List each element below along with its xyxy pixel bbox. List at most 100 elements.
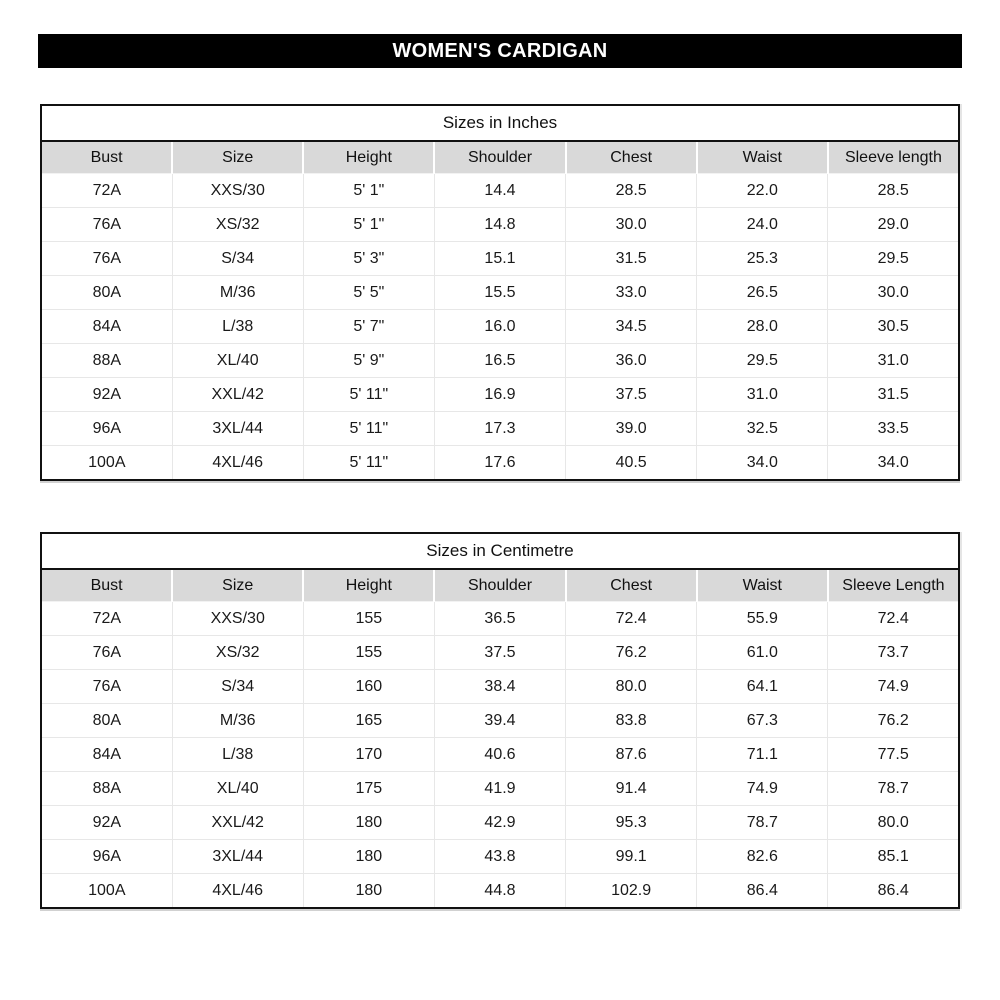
- table-cell: 100A: [41, 445, 173, 480]
- table-row: 96A 3XL/44 180 43.8 99.1 82.6 85.1: [41, 839, 959, 874]
- table-cell: S/34: [171, 669, 304, 704]
- table-cell: 80A: [41, 275, 173, 310]
- table-cell: 38.4: [433, 669, 566, 704]
- column-header-sleeve-length: Sleeve length: [826, 141, 959, 174]
- table-cell: 31.5: [565, 241, 697, 276]
- table-cell: 29.5: [827, 241, 959, 276]
- table-cell: 28.5: [827, 173, 959, 208]
- table-cell: XXS/30: [171, 173, 304, 208]
- table-cell: 61.0: [696, 635, 828, 670]
- table-cell: 4XL/46: [171, 873, 304, 908]
- table-cell: 17.6: [433, 445, 566, 480]
- table-cell: 55.9: [696, 601, 828, 636]
- table-cell: 5' 1": [302, 173, 435, 208]
- table-row: 80A M/36 165 39.4 83.8 67.3 76.2: [41, 703, 959, 738]
- table-cell: 16.5: [433, 343, 566, 378]
- column-header-size: Size: [171, 569, 304, 602]
- table-cell: 39.0: [565, 411, 697, 446]
- column-header-chest: Chest: [564, 141, 697, 174]
- table-cell: 31.0: [696, 377, 828, 412]
- table-row: 100A 4XL/46 180 44.8 102.9 86.4 86.4: [41, 873, 959, 908]
- table-cell: XS/32: [171, 635, 304, 670]
- table-cell: XS/32: [171, 207, 304, 242]
- table-cell: 84A: [41, 737, 173, 772]
- table-cell: 87.6: [565, 737, 697, 772]
- table-cell: 30.0: [827, 275, 959, 310]
- table-cell: 80.0: [827, 805, 959, 840]
- table-cell: 155: [302, 635, 435, 670]
- table-cell: 78.7: [696, 805, 828, 840]
- table-cell: 5' 11": [302, 411, 435, 446]
- table-row: 72A XXS/30 155 36.5 72.4 55.9 72.4: [41, 601, 959, 636]
- table-cell: 76.2: [565, 635, 697, 670]
- table-cell: 72.4: [827, 601, 959, 636]
- table-row: 88A XL/40 175 41.9 91.4 74.9 78.7: [41, 771, 959, 806]
- table-row: 76A S/34 160 38.4 80.0 64.1 74.9: [41, 669, 959, 704]
- table-cell: 67.3: [696, 703, 828, 738]
- table-cell: 78.7: [827, 771, 959, 806]
- table-row: 88A XL/40 5' 9" 16.5 36.0 29.5 31.0: [41, 343, 959, 378]
- table-cell: 74.9: [696, 771, 828, 806]
- table-cell: XXL/42: [171, 377, 304, 412]
- table-cell: 4XL/46: [171, 445, 304, 480]
- table-cell: 14.8: [433, 207, 566, 242]
- table-cell: 83.8: [565, 703, 697, 738]
- table-cell: 160: [302, 669, 435, 704]
- table-header-row: Bust Size Height Shoulder Chest Waist Sleeve l…: [41, 141, 959, 174]
- table-title-row: Sizes in Inches: [41, 105, 959, 142]
- table-cell: 76A: [41, 241, 173, 276]
- table-cell: 76A: [41, 669, 173, 704]
- table-cell: 95.3: [565, 805, 697, 840]
- table-cell: 15.5: [433, 275, 566, 310]
- table-title: Sizes in Centimetre: [41, 533, 959, 570]
- column-header-height: Height: [302, 141, 435, 174]
- table-cell: 74.9: [827, 669, 959, 704]
- table-row: 84A L/38 5' 7" 16.0 34.5 28.0 30.5: [41, 309, 959, 344]
- table-cell: 88A: [41, 771, 173, 806]
- table-row: 76A XS/32 5' 1" 14.8 30.0 24.0 29.0: [41, 207, 959, 242]
- table-cell: 24.0: [696, 207, 828, 242]
- column-header-chest: Chest: [564, 569, 697, 602]
- column-header-bust: Bust: [41, 569, 173, 602]
- table-cell: 29.0: [827, 207, 959, 242]
- table-cell: M/36: [171, 703, 304, 738]
- table-cell: 34.0: [696, 445, 828, 480]
- table-cell: 180: [302, 873, 435, 908]
- table-cell: 34.0: [827, 445, 959, 480]
- table-cell: 5' 7": [302, 309, 435, 344]
- table-cell: 5' 11": [302, 377, 435, 412]
- table-cell: 84A: [41, 309, 173, 344]
- table-cell: 22.0: [696, 173, 828, 208]
- table-cell: 72.4: [565, 601, 697, 636]
- table-cell: 76A: [41, 635, 173, 670]
- table-cell: 72A: [41, 173, 173, 208]
- table-cell: 170: [302, 737, 435, 772]
- table-cell: 100A: [41, 873, 173, 908]
- table-cell: 73.7: [827, 635, 959, 670]
- column-header-size: Size: [171, 141, 304, 174]
- table-cell: 165: [302, 703, 435, 738]
- table-cell: 32.5: [696, 411, 828, 446]
- table-cell: 5' 9": [302, 343, 435, 378]
- table-cell: 34.5: [565, 309, 697, 344]
- table-cell: 86.4: [827, 873, 959, 908]
- table-cell: 40.6: [433, 737, 566, 772]
- table-cell: 36.5: [433, 601, 566, 636]
- table-cell: 92A: [41, 805, 173, 840]
- table-cell: 33.0: [565, 275, 697, 310]
- page-title: WOMEN'S CARDIGAN: [392, 39, 608, 62]
- table-cell: 180: [302, 839, 435, 874]
- table-body: 72A XXS/30 155 36.5 72.4 55.9 72.4 76A XS/32 155 3…: [41, 601, 959, 908]
- table-cell: XXL/42: [171, 805, 304, 840]
- table-header-row: Bust Size Height Shoulder Chest Waist Sleeve L…: [41, 569, 959, 602]
- column-header-waist: Waist: [695, 569, 828, 602]
- table-cell: 102.9: [565, 873, 697, 908]
- table-row: 76A XS/32 155 37.5 76.2 61.0 73.7: [41, 635, 959, 670]
- table-cell: 82.6: [696, 839, 828, 874]
- table-cell: 64.1: [696, 669, 828, 704]
- table-cell: 39.4: [433, 703, 566, 738]
- table-cell: 86.4: [696, 873, 828, 908]
- table-cell: 76.2: [827, 703, 959, 738]
- inches-size-table: Sizes in Inches Bust Size Height Shoulder Ch…: [40, 104, 960, 481]
- table-cell: 5' 1": [302, 207, 435, 242]
